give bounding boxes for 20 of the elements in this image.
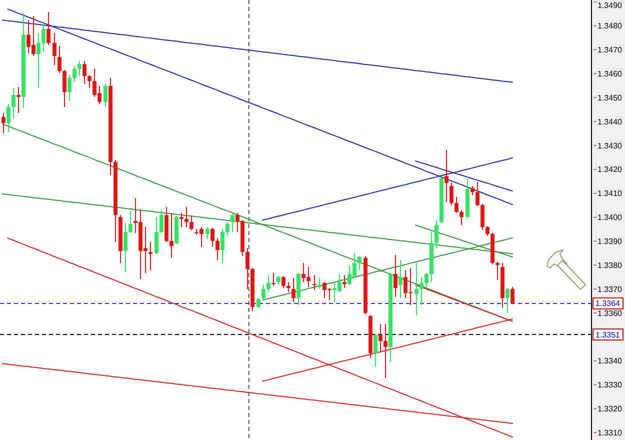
y-tick-label: 1.3460 [598, 69, 623, 78]
y-tick-label: 1.3410 [598, 189, 623, 198]
y-tick-label: 1.3360 [598, 308, 623, 318]
y-tick-label: 1.3470 [598, 46, 623, 55]
y-tick-label: 1.3390 [598, 236, 623, 246]
y-tick-label: 1.3400 [598, 213, 623, 222]
y-tick-label: 1.3330 [598, 380, 623, 390]
y-tick-label: 1.3490 [598, 0, 623, 10]
y-tick-label: 1.3380 [598, 260, 623, 270]
ref-line-label: 1.3351 [596, 330, 621, 340]
y-tick-label: 1.3320 [598, 404, 623, 414]
y-tick-label: 1.3420 [598, 165, 623, 174]
y-tick-label: 1.3370 [598, 284, 623, 294]
y-tick-label: 1.3430 [598, 141, 623, 150]
y-tick-label: 1.3340 [598, 356, 623, 366]
y-tick-label: 1.3450 [598, 93, 623, 102]
y-tick-label: 1.3480 [598, 22, 623, 31]
y-tick-label: 1.3310 [598, 428, 623, 438]
y-tick-label: 1.3440 [598, 117, 623, 126]
ref-line-label: 1.3364 [596, 299, 621, 308]
